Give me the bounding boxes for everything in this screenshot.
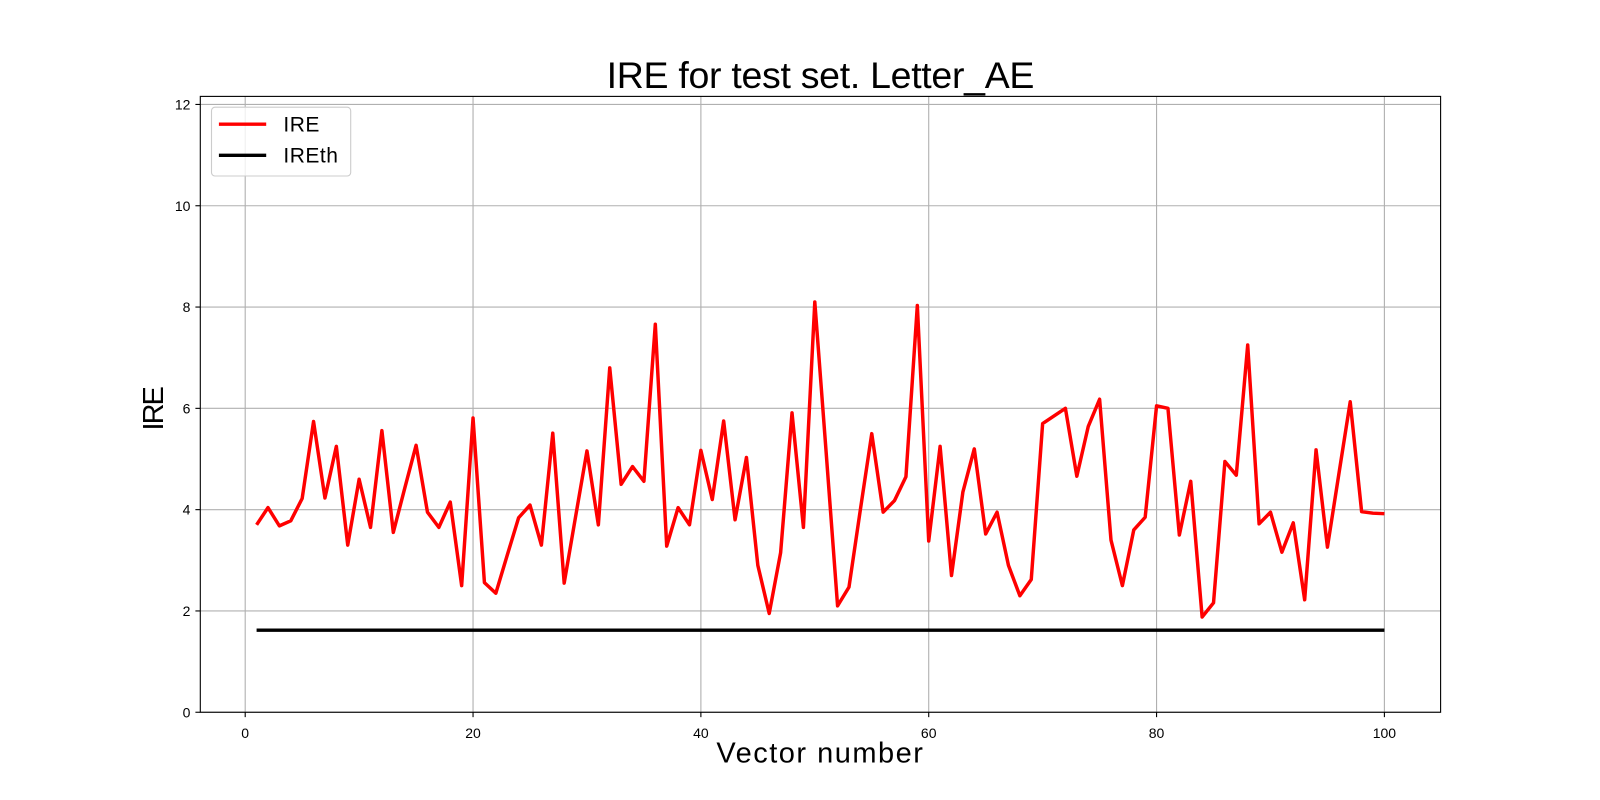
svg-text:20: 20 (465, 725, 481, 741)
svg-text:IRE: IRE (138, 386, 170, 430)
svg-text:40: 40 (693, 725, 709, 741)
svg-text:IRE for test set. Letter_AE: IRE for test set. Letter_AE (607, 54, 1035, 96)
svg-text:10: 10 (175, 198, 191, 214)
svg-text:12: 12 (175, 97, 191, 113)
svg-text:80: 80 (1149, 725, 1165, 741)
svg-text:2: 2 (183, 603, 191, 619)
svg-text:IREth: IREth (283, 144, 338, 167)
svg-text:6: 6 (183, 400, 191, 416)
svg-text:Vector number: Vector number (716, 737, 924, 769)
svg-text:0: 0 (183, 704, 191, 720)
svg-text:4: 4 (183, 502, 191, 518)
svg-text:0: 0 (241, 725, 249, 741)
svg-text:8: 8 (183, 299, 191, 315)
svg-text:IRE: IRE (283, 113, 320, 136)
svg-text:100: 100 (1373, 725, 1397, 741)
svg-text:60: 60 (921, 725, 937, 741)
